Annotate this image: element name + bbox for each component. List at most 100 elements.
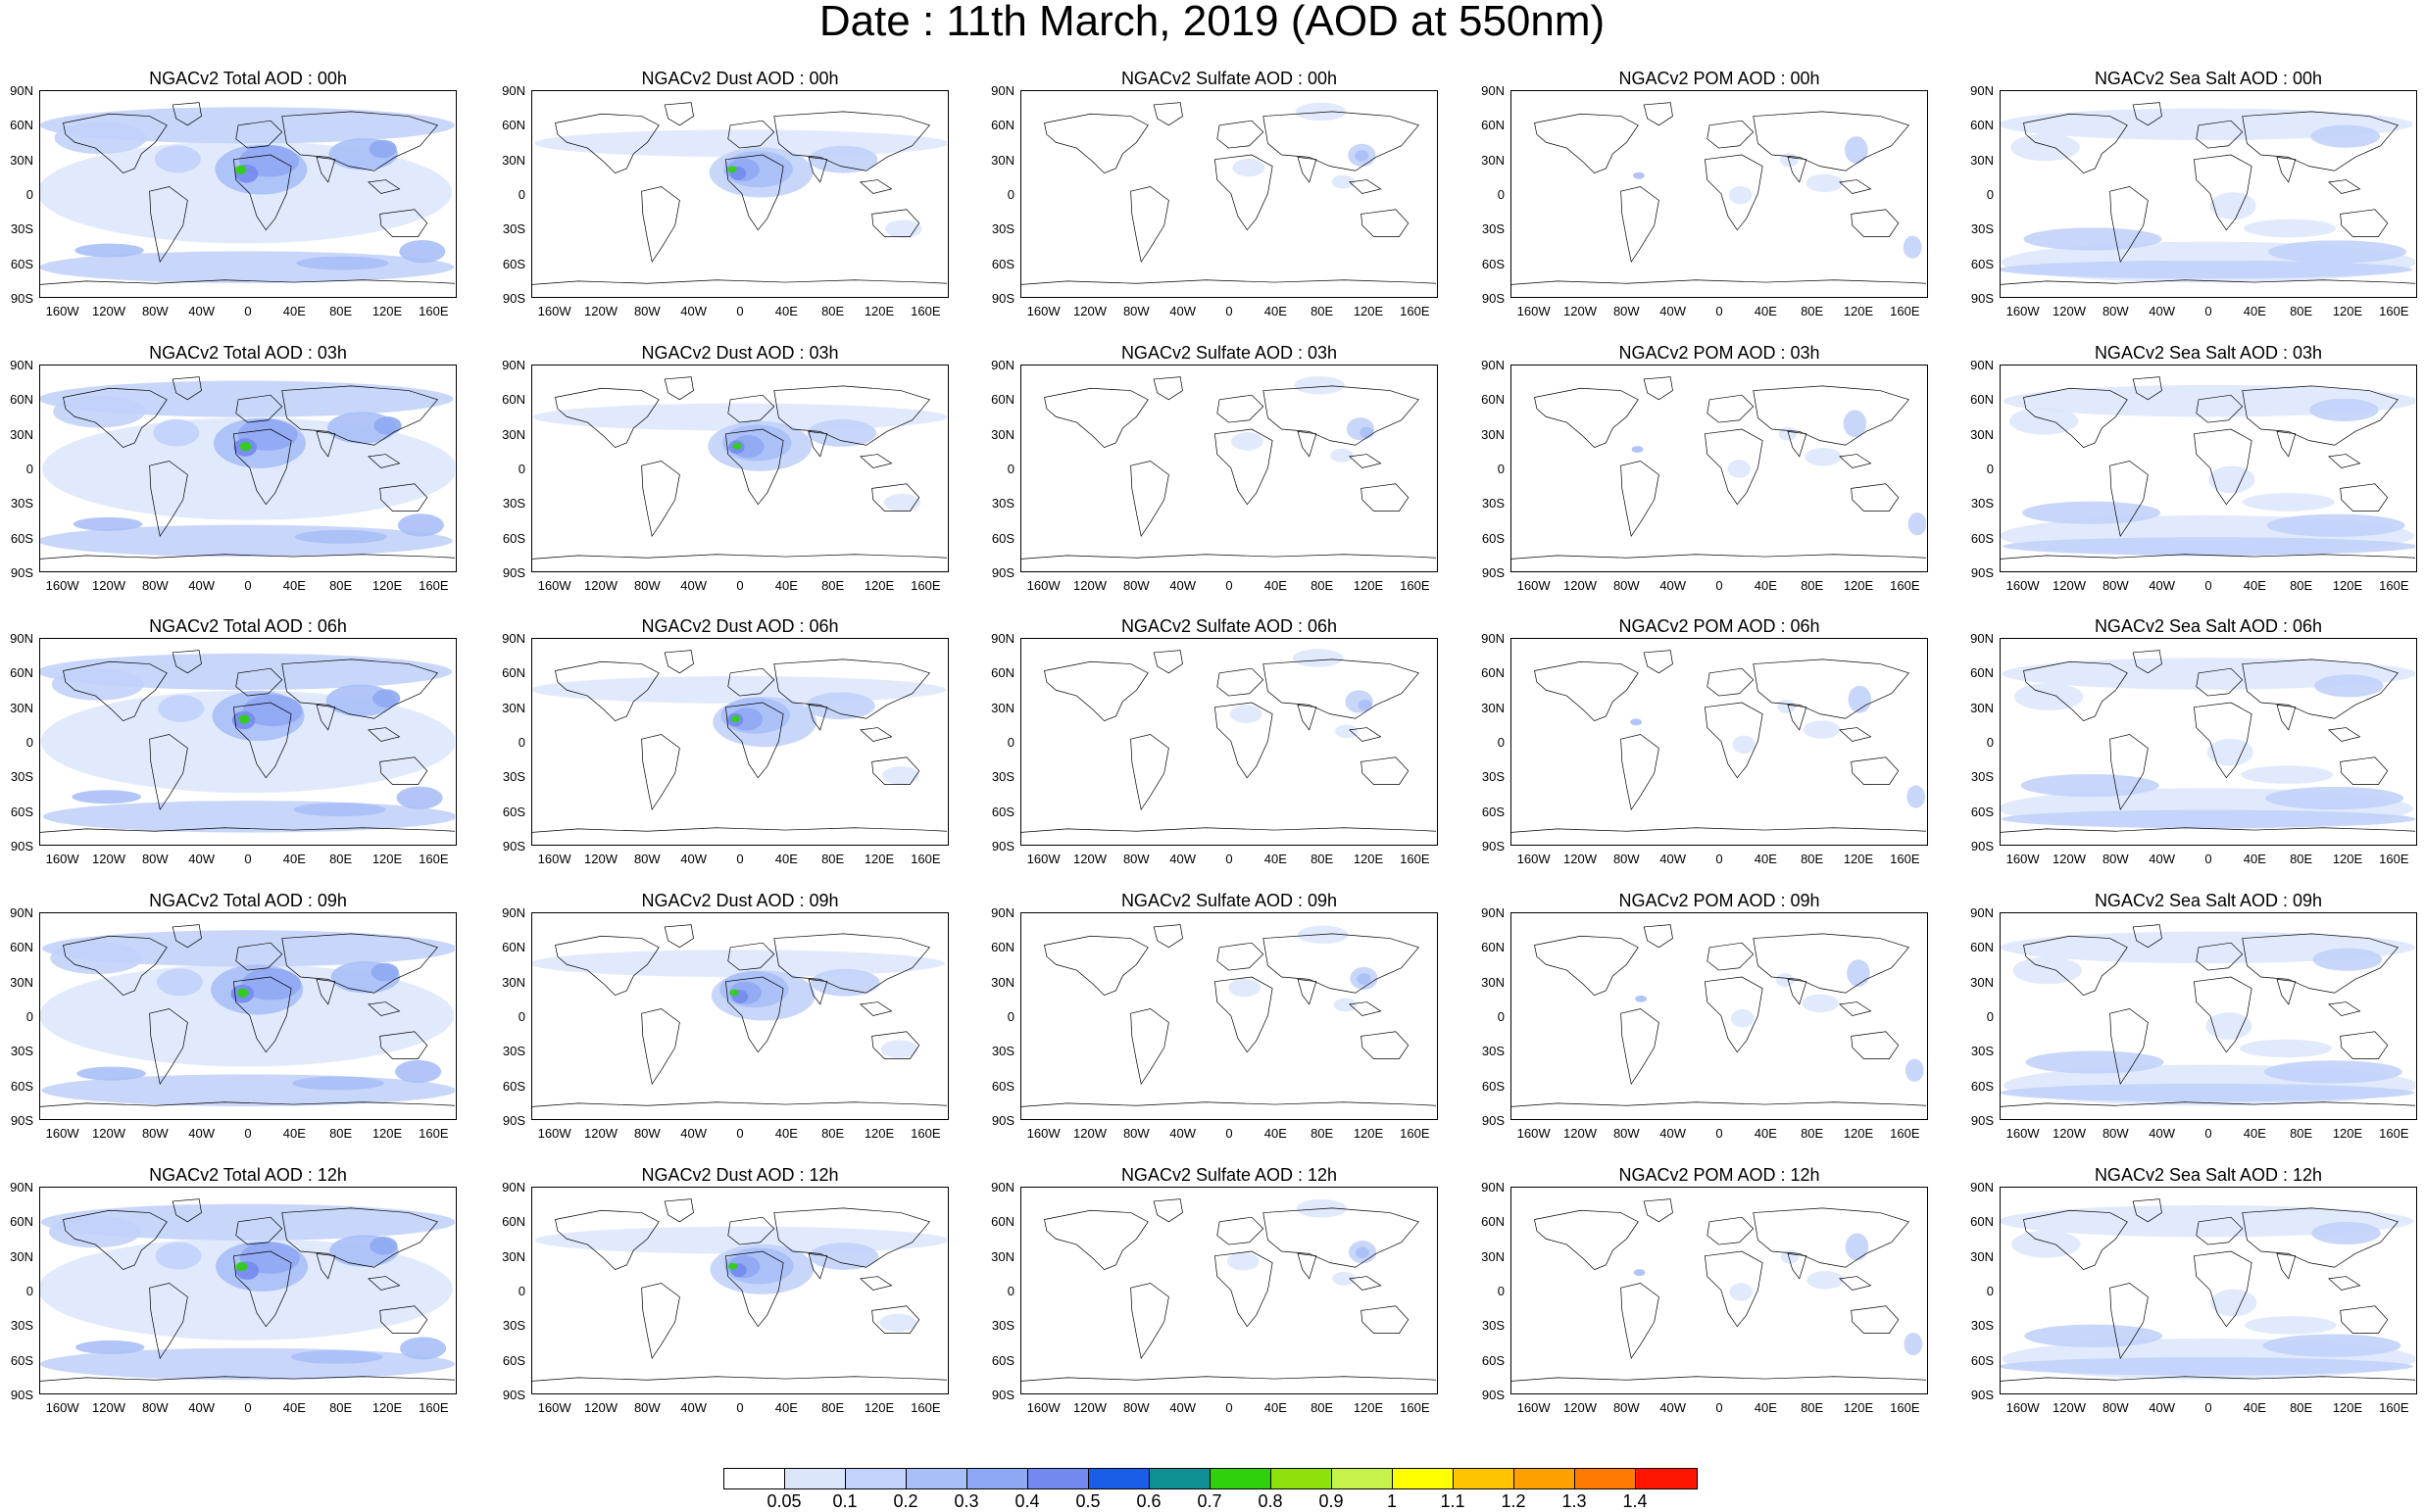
coastline — [2328, 727, 2361, 742]
latitude-tick-label: 30S — [502, 769, 525, 785]
coastline — [1534, 387, 1639, 449]
latitude-tick-label: 90S — [1481, 839, 1505, 854]
coastline — [1643, 376, 1673, 401]
longitude-tick-label: 40W — [1659, 578, 1687, 593]
coastline — [664, 650, 694, 674]
latitude-tick-label: 0 — [1497, 735, 1505, 750]
aod-region — [811, 968, 880, 997]
latitude-tick-label: 0 — [25, 462, 33, 476]
longitude-tick-label: 80E — [2290, 304, 2313, 318]
longitude-tick-label: 160W — [2005, 1126, 2040, 1141]
longitude-tick-label: 120E — [2332, 1126, 2363, 1141]
aod-region — [2001, 809, 2415, 829]
latitude-tick-label: 30N — [1481, 152, 1505, 168]
latitude-tick-label: 90S — [502, 291, 525, 306]
latitude-tick-label: 60S — [991, 1078, 1014, 1094]
aod-region — [1333, 998, 1358, 1012]
map-sulfate-1 — [1020, 365, 1438, 572]
aod-region — [1904, 1332, 1923, 1356]
longitude-tick-label: 80E — [821, 578, 845, 593]
coastline — [773, 385, 930, 446]
latitude-tick-label: 60S — [10, 256, 33, 271]
coastline — [1511, 1101, 1926, 1107]
colorbar-tick-label: 0.05 — [767, 1491, 802, 1511]
longitude-tick-label: 80W — [2102, 852, 2129, 866]
coastline — [2328, 1001, 2361, 1016]
coastline — [1839, 1276, 1872, 1291]
aod-region — [2262, 1334, 2401, 1357]
coastline — [1262, 658, 1419, 719]
colorbar-tick-label: 1.3 — [1561, 1491, 1587, 1511]
coastline — [871, 209, 920, 237]
longitude-tick-label: 120E — [371, 304, 403, 318]
aod-region — [154, 145, 201, 173]
coastline — [63, 387, 168, 449]
longitude-tick-label: 80E — [2290, 578, 2313, 593]
coastline — [1787, 430, 1807, 458]
longitude-tick-label: 120W — [2053, 1400, 2086, 1415]
longitude-tick-label: 40E — [774, 1126, 798, 1141]
latitude-tick-label: 90S — [991, 565, 1014, 580]
aod-region — [1732, 735, 1756, 755]
coastline — [641, 461, 680, 538]
aod-region — [2311, 1221, 2381, 1245]
aod-region — [2001, 1204, 2414, 1238]
latitude-tick-label: 90N — [10, 905, 33, 920]
coastline — [2328, 454, 2361, 468]
longitude-tick-label: 160E — [2379, 304, 2409, 318]
longitude-tick-label: 40E — [2243, 852, 2266, 866]
aod-region — [1631, 446, 1644, 454]
longitude-tick-label: 80W — [141, 578, 169, 593]
latitude-tick-label: 90S — [1970, 1388, 1994, 1402]
coastline — [63, 113, 168, 174]
map-total-1 — [39, 365, 457, 572]
panel-title: NGACv2 Sulfate AOD : 00h — [1120, 69, 1338, 88]
aod-field — [2001, 650, 2415, 833]
coastline — [2132, 924, 2162, 949]
longitude-tick-label: 80W — [2102, 304, 2129, 318]
longitude-tick-label: 80E — [1311, 304, 1334, 318]
longitude-tick-label: 80W — [633, 852, 661, 866]
latitude-tick-label: 90S — [1481, 565, 1505, 580]
panel-title: NGACv2 Dust AOD : 09h — [641, 891, 839, 910]
coastline — [1216, 394, 1264, 423]
longitude-tick-label: 80E — [1801, 852, 1824, 866]
coastline — [664, 1198, 694, 1223]
longitude-tick-label: 40W — [1169, 1126, 1197, 1141]
coastline — [63, 1209, 168, 1271]
aod-region — [2013, 683, 2084, 711]
panel-title: NGACv2 Total AOD : 12h — [149, 1165, 347, 1185]
latitude-tick-label: 90N — [1970, 1180, 1994, 1195]
figure-title: Date : 11th March, 2019 (AOD at 550nm) — [818, 0, 1606, 45]
coastline — [1753, 1207, 1909, 1268]
latitude-tick-label: 60S — [991, 530, 1014, 546]
longitude-tick-label: 160E — [911, 304, 941, 318]
coastline — [2023, 660, 2128, 722]
longitude-tick-label: 120W — [2053, 304, 2086, 318]
longitude-tick-label: 40W — [1659, 1400, 1687, 1415]
coastline — [871, 1031, 920, 1059]
coastline — [641, 186, 680, 264]
longitude-tick-label: 120E — [864, 852, 895, 866]
coastline — [2109, 1008, 2149, 1086]
longitude-tick-label: 120W — [92, 852, 125, 866]
longitude-tick-label: 160W — [1026, 1400, 1061, 1415]
aod-field — [532, 650, 947, 833]
coastline — [808, 704, 828, 731]
longitude-tick-label: 40E — [774, 852, 798, 866]
coastline — [2001, 279, 2415, 285]
aod-region — [2263, 1060, 2402, 1084]
longitude-tick-label: 160W — [45, 1126, 79, 1141]
aod-field — [40, 102, 455, 285]
panel-title: NGACv2 POM AOD : 12h — [1618, 1165, 1820, 1185]
coastline — [316, 978, 336, 1005]
aod-region — [883, 493, 921, 512]
map-total-4 — [39, 1187, 457, 1394]
latitude-tick-label: 60S — [10, 1078, 33, 1094]
coastline — [2196, 942, 2244, 971]
latitude-tick-label: 30N — [991, 974, 1014, 990]
coastline — [1297, 430, 1317, 458]
map-seasalt-3 — [2000, 912, 2417, 1120]
map-dust-1 — [531, 365, 949, 572]
coastline — [1620, 1008, 1659, 1086]
